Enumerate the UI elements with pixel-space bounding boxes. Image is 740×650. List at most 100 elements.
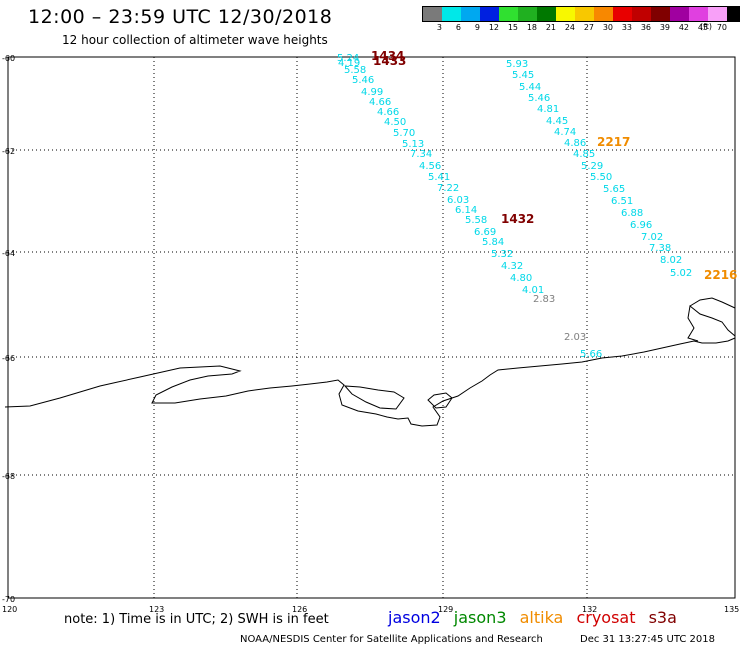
- extra-readings: 2.83 2.03 5.66: [533, 294, 602, 360]
- wave-height-value: 5.46: [352, 75, 374, 86]
- wave-height-value: 4.80: [510, 273, 532, 284]
- wave-height-value: 4.45: [546, 116, 568, 127]
- legend-swatch: 36: [632, 7, 651, 32]
- legend-swatch: 39: [651, 7, 670, 32]
- latitude-label: -66: [2, 354, 15, 363]
- wave-height-value: 2.03: [564, 332, 586, 343]
- wave-height-value: 8.02: [660, 255, 682, 266]
- legend-label: 39: [659, 23, 670, 32]
- wave-height-value: 5.50: [590, 172, 612, 183]
- wave-height-value: 4.66: [377, 107, 399, 118]
- wave-height-value: 6.88: [621, 208, 643, 219]
- wave-height-value: 5.84: [482, 237, 504, 248]
- wave-height-value: 4.99: [361, 87, 383, 98]
- wave-height-value: 4.01: [522, 285, 544, 296]
- legend-label: 21: [545, 23, 556, 32]
- legend-label: 18: [526, 23, 537, 32]
- latitude-label: -68: [2, 472, 15, 481]
- coastline-inlet: [343, 385, 405, 410]
- wave-height-value: 7.38: [649, 243, 671, 254]
- generation-timestamp: Dec 31 13:27:45 UTC 2018: [580, 634, 715, 645]
- wave-height-value: 5.02: [670, 268, 692, 279]
- wave-height-value: 7.34: [410, 149, 432, 160]
- legend-label: 27: [583, 23, 594, 32]
- longitude-label: 123: [149, 605, 164, 614]
- wave-height-value: 4.66: [369, 97, 391, 108]
- legend-swatch: 24: [556, 7, 575, 32]
- satellite-jason3: jason3: [453, 608, 507, 627]
- map-subtitle: 12 hour collection of altimeter wave hei…: [62, 33, 328, 47]
- wave-height-value: 5.46: [528, 93, 550, 104]
- legend-swatch: 18: [518, 7, 537, 32]
- wave-height-color-legend: 3 6 9 12 15 18 21 24 27 30 33 36 39 42 45 70: [422, 6, 740, 32]
- latitude-label: -70: [2, 595, 15, 604]
- wave-height-value: 4.19: [338, 58, 360, 69]
- satellite-key: jason2 jason3 altika cryosat s3a: [388, 608, 685, 627]
- legend-unit: (ft): [700, 22, 713, 31]
- pass-time-label: 1432: [501, 212, 534, 226]
- wave-height-value: 4.32: [501, 261, 523, 272]
- legend-label: 6: [455, 23, 461, 32]
- wave-height-value: 6.51: [611, 196, 633, 207]
- satellite-jason2: jason2: [388, 608, 441, 627]
- legend-swatch: 33: [613, 7, 632, 32]
- wave-height-value: 5.70: [393, 128, 415, 139]
- latitude-label: -64: [2, 249, 15, 258]
- wave-height-value: 5.58: [344, 65, 366, 76]
- legend-swatch: 45: [689, 7, 708, 32]
- coastline-island: [687, 305, 736, 342]
- wave-height-value: 5.93: [506, 59, 528, 70]
- map-title: 12:00 – 23:59 UTC 12/30/2018: [28, 6, 333, 28]
- wave-height-value: 4.50: [384, 117, 406, 128]
- legend-swatch: [727, 7, 740, 21]
- coastline-bay: [427, 392, 453, 409]
- legend-label: 33: [621, 23, 632, 32]
- wave-height-value: 5.32: [491, 249, 513, 260]
- legend-swatch: 12: [480, 7, 499, 32]
- altimeter-tracks: 5.244.195.585.464.994.664.664.505.705.13…: [337, 53, 692, 296]
- wave-height-value: 5.45: [512, 70, 534, 81]
- wave-height-value: 5.29: [581, 161, 603, 172]
- legend-label: 12: [488, 23, 499, 32]
- wave-height-value: 4.81: [537, 104, 559, 115]
- wave-height-value: 5.13: [402, 139, 424, 150]
- legend-label: 42: [678, 23, 689, 32]
- legend-swatch: 42: [670, 7, 689, 32]
- legend-swatch: 3: [423, 7, 442, 32]
- wave-height-value: 7.02: [641, 232, 663, 243]
- legend-swatch: 15: [499, 7, 518, 32]
- legend-label: 9: [474, 23, 480, 32]
- coastline-point: [689, 297, 736, 309]
- wave-height-value: 4.85: [573, 149, 595, 160]
- legend-label: 45: [697, 23, 708, 32]
- wave-height-value: 2.83: [533, 294, 555, 305]
- legend-swatch: 70: [708, 7, 727, 32]
- wave-height-value: 5.41: [428, 172, 450, 183]
- wave-height-value: 5.24: [337, 53, 359, 64]
- wave-height-value: 4.56: [419, 161, 441, 172]
- wave-height-value: 6.14: [455, 205, 477, 216]
- legend-label: 15: [507, 23, 518, 32]
- wave-height-value: 5.44: [519, 82, 541, 93]
- wave-height-value: 6.69: [474, 227, 496, 238]
- longitude-label: 129: [438, 605, 453, 614]
- legend-swatch: 21: [537, 7, 556, 32]
- footer-note: note: 1) Time is in UTC; 2) SWH is in fe…: [64, 612, 329, 627]
- legend-swatch: 30: [594, 7, 613, 32]
- satellite-cryosat: cryosat: [576, 608, 636, 627]
- wave-height-value: 7.22: [437, 183, 459, 194]
- latitude-label: -60: [2, 54, 15, 63]
- legend-swatch: 9: [461, 7, 480, 32]
- wave-height-value: 6.96: [630, 220, 652, 231]
- wave-height-value: 5.58: [465, 215, 487, 226]
- wave-height-value: 5.65: [603, 184, 625, 195]
- longitude-label: 126: [292, 605, 307, 614]
- wave-height-value: 4.86: [564, 138, 586, 149]
- credit-line: NOAA/NESDIS Center for Satellite Applica…: [240, 634, 543, 645]
- longitude-label: 132: [582, 605, 597, 614]
- legend-label: 24: [564, 23, 575, 32]
- legend-swatch: 6: [442, 7, 461, 32]
